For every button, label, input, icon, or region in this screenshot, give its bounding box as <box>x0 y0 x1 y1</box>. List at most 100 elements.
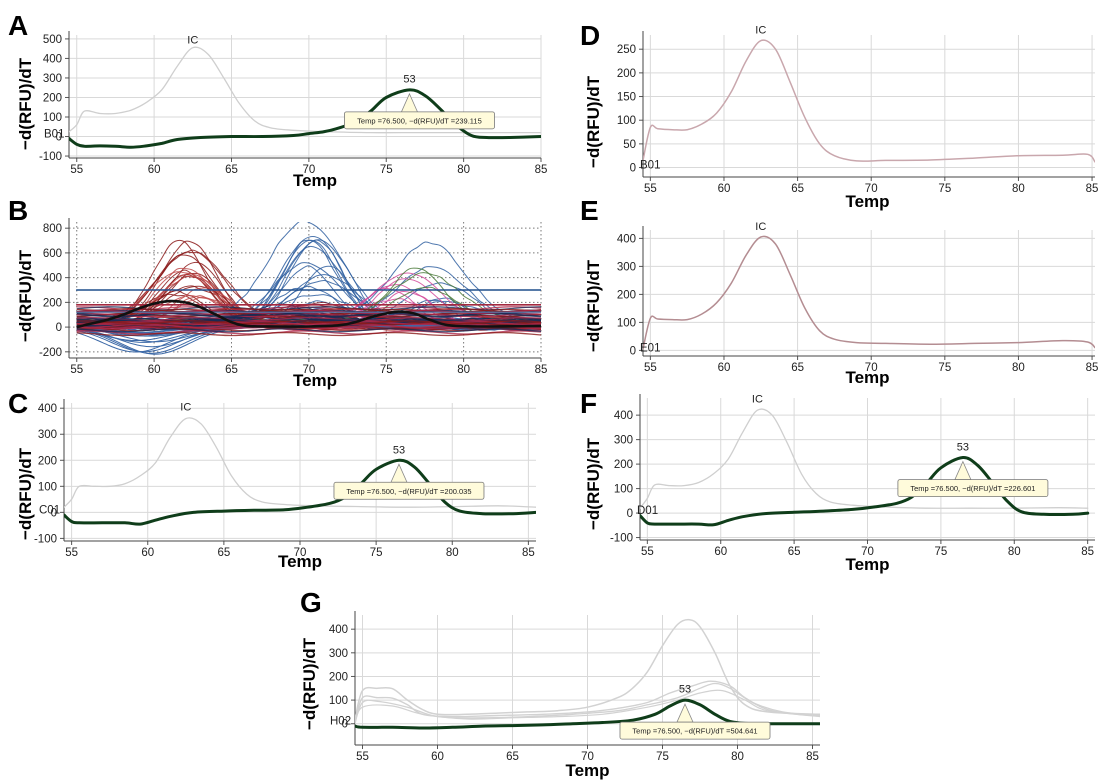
peak-annotation: 53 <box>679 684 691 696</box>
x-tick-label: 65 <box>791 362 804 374</box>
x-tick-label: 70 <box>865 362 878 374</box>
peak-annotation: 53 <box>957 441 969 453</box>
baseline-curve <box>76 313 541 318</box>
y-tick-label: 400 <box>43 273 62 285</box>
y-tick-label: 400 <box>38 403 57 415</box>
x-tick-label: 75 <box>656 751 669 763</box>
series-line <box>355 698 820 730</box>
y-tick-label: 300 <box>38 429 57 441</box>
plot-area <box>355 618 820 730</box>
x-tick-label: 75 <box>938 362 951 374</box>
x-tick-label: 85 <box>806 751 819 763</box>
y-tick-label: 600 <box>43 248 62 260</box>
chart-d: 55 60 65 70 75 80 85 0 50 100 150 200 250 B01 IC <box>617 24 1099 195</box>
x-tick-label: 55 <box>70 164 83 176</box>
tooltip-text: Temp =76.500, −d(RFU)/dT =504.641 <box>632 727 757 736</box>
x-tick-label: 60 <box>148 164 161 176</box>
x-axis-label-f: Temp <box>845 555 890 574</box>
x-tick-label: 75 <box>938 183 951 195</box>
panel-letter-f: F <box>580 388 598 419</box>
y-tick-label: 100 <box>614 484 633 496</box>
x-tick-label: 80 <box>446 547 459 559</box>
x-axis-label-c: Temp <box>277 552 323 571</box>
chart-c: 55 60 65 70 75 80 85 -100 0 100 200 300 400 C01 IC 53 Te… <box>34 399 536 559</box>
x-tick-label: 85 <box>522 547 535 559</box>
series-line <box>355 618 820 720</box>
panel-g: G −d(RFU)/dT 55 60 65 70 75 80 85 0 100 200 300 400… <box>290 585 830 780</box>
x-axis-label-a: Temp <box>292 171 338 190</box>
y-tick-label: 50 <box>623 139 636 151</box>
y-tick-label: 800 <box>43 223 62 235</box>
x-tick-label: 60 <box>148 364 161 376</box>
x-tick-label: 65 <box>788 546 801 558</box>
y-tick-label: -100 <box>34 533 57 545</box>
y-tick-label: -200 <box>39 347 62 359</box>
peak-annotation: IC <box>752 394 763 406</box>
plot-area <box>64 417 536 526</box>
series-line <box>64 417 536 508</box>
baseline-curve <box>76 331 541 337</box>
y-tick-label: 100 <box>329 695 348 707</box>
baseline-curve <box>76 320 541 325</box>
x-axis-label-g: Temp <box>565 761 610 780</box>
y-tick-label: 200 <box>43 297 62 309</box>
plot-area <box>643 39 1095 163</box>
chart-e: 55 60 65 70 75 80 85 0 100 200 300 400 E01 IC <box>617 221 1099 374</box>
plot-area <box>640 408 1090 527</box>
x-tick-label: 75 <box>380 164 393 176</box>
x-tick-label: 70 <box>294 547 307 559</box>
x-tick-label: 55 <box>644 183 657 195</box>
tooltip-text: Temp =76.500, −d(RFU)/dT =239.115 <box>357 116 482 125</box>
chart-g: 55 60 65 70 75 80 85 0 100 200 300 400 H02 53 Temp =76… <box>329 611 820 763</box>
y-tick-label: 200 <box>43 92 62 104</box>
x-tick-label: 75 <box>380 364 393 376</box>
panel-letter-g: G <box>300 587 322 618</box>
y-tick-label: 300 <box>617 261 636 273</box>
well-label: D01 <box>637 505 658 517</box>
y-tick-label: 0 <box>56 132 62 144</box>
y-tick-label: 400 <box>329 624 348 636</box>
plot-area <box>75 222 541 355</box>
peak-annotation: IC <box>755 221 766 233</box>
tooltip-box <box>619 721 771 740</box>
x-tick-label: 70 <box>861 546 874 558</box>
x-tick-label: 85 <box>535 164 548 176</box>
x-tick-label: 85 <box>1086 362 1099 374</box>
panel-f: F −d(RFU)/dT 55 60 65 70 75 80 85 -100 0 100 200 30… <box>560 380 1101 580</box>
panel-e: E −d(RFU)/dT 55 60 65 70 75 80 85 0 100 200 300 400… <box>560 195 1101 390</box>
peak-annotation: IC <box>755 24 766 36</box>
x-tick-label: 60 <box>718 183 731 195</box>
y-tick-label: -100 <box>610 533 633 545</box>
x-tick-label: 65 <box>791 183 804 195</box>
x-tick-label: 55 <box>70 364 83 376</box>
y-tick-label: 200 <box>617 289 636 301</box>
x-tick-label: 80 <box>1012 183 1025 195</box>
x-axis-label-e: Temp <box>845 368 890 387</box>
y-tick-label: 200 <box>329 671 348 683</box>
x-tick-label: 55 <box>644 362 657 374</box>
panel-letter-b: B <box>8 195 29 226</box>
chart-a: 55 60 65 70 75 80 85 -100 0 100 200 300 400 500 B01 IC 5… <box>39 31 548 176</box>
x-tick-label: 60 <box>141 547 154 559</box>
x-axis-label-d: Temp <box>845 192 890 211</box>
x-tick-label: 70 <box>302 164 315 176</box>
y-tick-label: 0 <box>630 163 636 175</box>
x-tick-label: 85 <box>1086 183 1099 195</box>
panel-d: D −d(RFU)/dT 55 60 65 70 75 80 85 0 50 100 150 200 2… <box>560 0 1101 215</box>
x-tick-label: 65 <box>225 364 238 376</box>
tooltip-box <box>333 481 485 500</box>
x-tick-label: 80 <box>731 751 744 763</box>
x-tick-label: 85 <box>1081 546 1094 558</box>
y-tick-label: 0 <box>627 508 633 520</box>
baseline-curve <box>76 320 541 326</box>
series-line <box>643 39 1095 163</box>
panel-letter-d: D <box>580 20 601 51</box>
y-tick-label: 500 <box>43 34 62 46</box>
y-tick-label: 300 <box>329 648 348 660</box>
x-tick-label: 80 <box>457 364 470 376</box>
well-label: C01 <box>39 504 60 516</box>
y-tick-label: 0 <box>630 345 636 357</box>
well-label: B01 <box>640 160 660 172</box>
panel-letter-a: A <box>8 10 29 41</box>
tooltip-text: Temp =76.500, −d(RFU)/dT =200.035 <box>346 487 471 496</box>
